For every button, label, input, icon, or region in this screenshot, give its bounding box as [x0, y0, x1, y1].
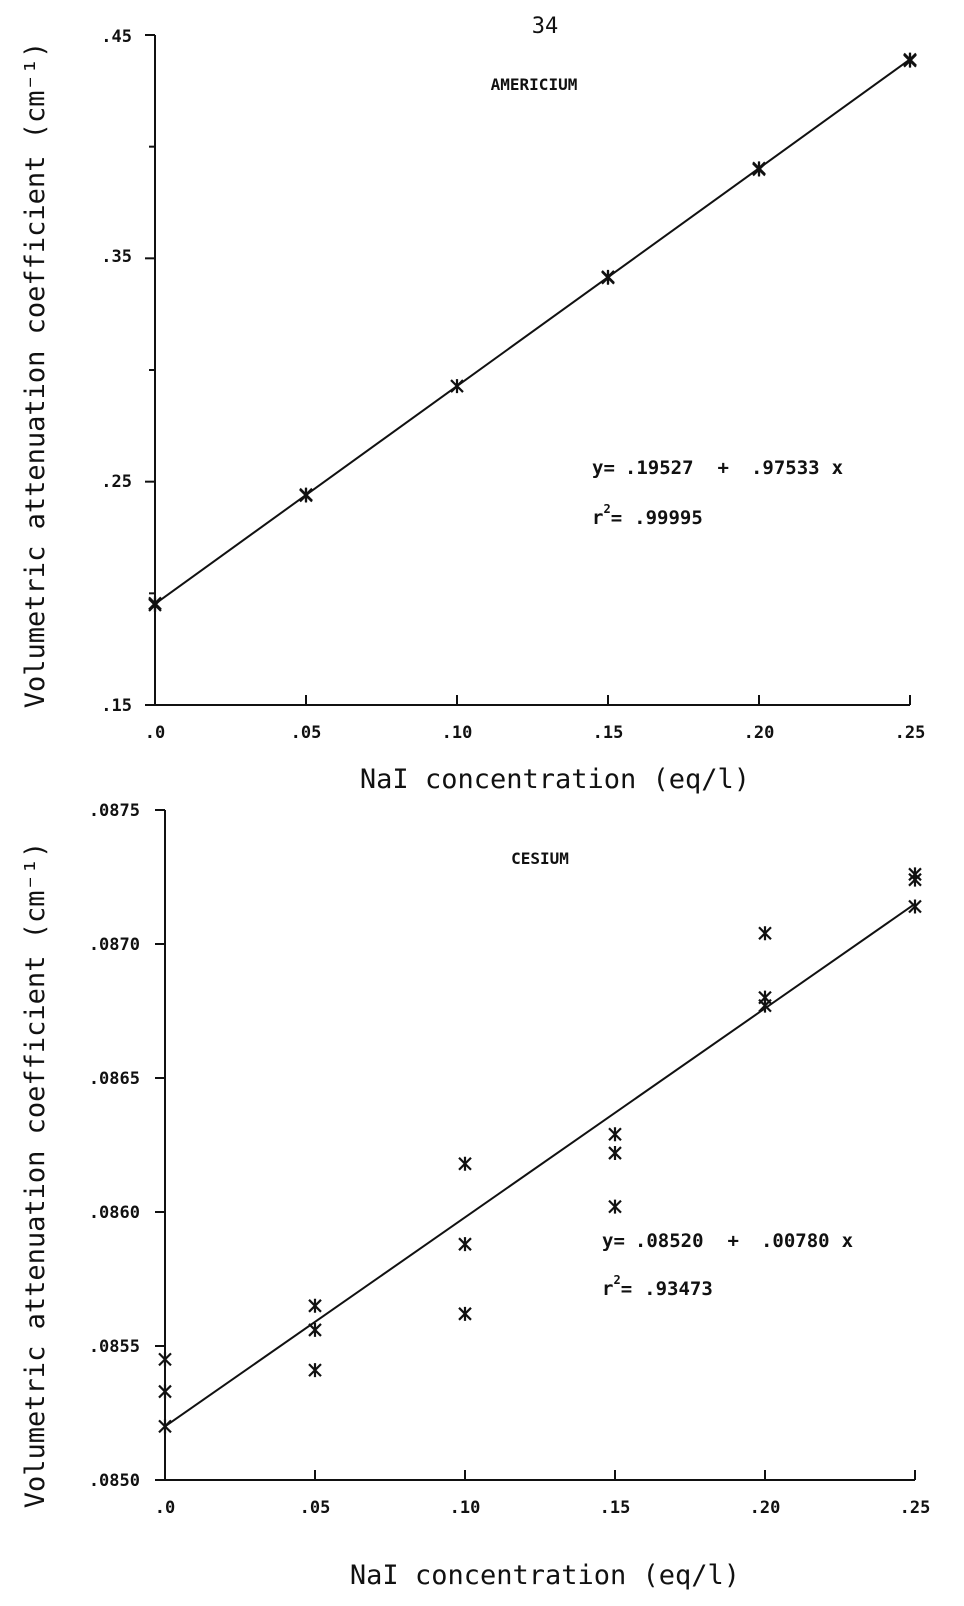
regression-line	[154, 58, 911, 605]
data-point	[458, 1306, 472, 1321]
y-tick-label: .0860	[89, 1203, 140, 1223]
r-value: .93473	[644, 1278, 713, 1300]
y-tick-label: .0870	[89, 935, 140, 955]
r-exponent: 2	[603, 502, 610, 516]
axis-ticks	[155, 809, 916, 1481]
x-tick-label: .05	[291, 723, 322, 743]
x-tick-label: .10	[442, 723, 473, 743]
x-tick-label: .05	[300, 1498, 331, 1518]
data-point	[148, 597, 162, 612]
equation-intercept: .08520	[635, 1230, 704, 1252]
data-point	[601, 270, 615, 285]
y-tick-label: .0865	[89, 1069, 140, 1089]
data-points	[158, 867, 922, 1434]
x-tick-label: .15	[593, 723, 624, 743]
data-point	[308, 1298, 322, 1313]
r-value: .99995	[634, 507, 703, 529]
equation-plus: +	[718, 457, 729, 479]
equation-intercept: .19527	[625, 457, 694, 479]
x-axis-title-top: NaI concentration (eq/l)	[360, 764, 750, 795]
data-point	[758, 926, 772, 941]
equation-lhs: y=	[592, 457, 615, 479]
y-tick-label: .25	[101, 472, 132, 492]
x-tick-labels: .0 .05 .10 .15 .20 .25	[145, 723, 926, 743]
regression-line	[164, 902, 916, 1428]
cesium-chart: .0850 .0855 .0860 .0865 .0870 .0875 .0 .…	[89, 801, 931, 1518]
y-tick-label: .35	[101, 247, 132, 267]
r-squared-line: r2= .93473	[602, 1273, 713, 1300]
data-point	[158, 1384, 172, 1399]
x-tick-label: .0	[155, 1498, 175, 1518]
data-point	[308, 1322, 322, 1337]
data-point	[458, 1237, 472, 1252]
x-tick-label: .25	[900, 1498, 931, 1518]
y-axis-title-bottom: Volumetric attenuation coefficient (cm⁻¹…	[20, 842, 51, 1508]
chart-title: CESIUM	[511, 849, 569, 868]
equation-line: y= .08520 + .00780 x	[602, 1230, 853, 1252]
r-symbol: r	[592, 507, 603, 529]
y-tick-label: .15	[101, 696, 132, 716]
data-point	[908, 899, 922, 914]
data-points	[148, 52, 917, 612]
axis-ticks	[145, 34, 911, 706]
data-point	[458, 1156, 472, 1171]
equation-lhs: y=	[602, 1230, 625, 1252]
data-point	[608, 1127, 622, 1142]
data-point	[158, 1419, 172, 1434]
fit-line	[154, 58, 911, 605]
x-tick-label: .20	[744, 723, 775, 743]
x-axis-title-bottom: NaI concentration (eq/l)	[350, 1560, 740, 1591]
x-tick-labels: .0 .05 .10 .15 .20 .25	[155, 1498, 931, 1518]
y-tick-label: .0850	[89, 1471, 140, 1491]
x-tick-label: .20	[750, 1498, 781, 1518]
r-symbol: r	[602, 1278, 613, 1300]
y-tick-labels: .0850 .0855 .0860 .0865 .0870 .0875	[89, 801, 140, 1491]
y-axis-title-top: Volumetric attenuation coefficient (cm⁻¹…	[20, 42, 51, 708]
data-point	[299, 487, 313, 502]
x-tick-label: .25	[895, 723, 926, 743]
r-equals: =	[621, 1278, 632, 1300]
equation-x: x	[842, 1230, 853, 1252]
x-tick-label: .0	[145, 723, 165, 743]
equation-slope: .97533	[751, 457, 820, 479]
equation-line: y= .19527 + .97533 x	[592, 457, 843, 479]
data-point	[308, 1363, 322, 1378]
equation-plus: +	[728, 1230, 739, 1252]
data-point	[752, 162, 766, 177]
regression-equation: y= .19527 + .97533 x r2= .99995	[592, 457, 843, 529]
r-equals: =	[611, 507, 622, 529]
data-point	[450, 379, 464, 394]
y-tick-label: .45	[101, 27, 132, 47]
x-tick-label: .15	[600, 1498, 631, 1518]
data-point	[903, 53, 917, 68]
y-tick-label: .0875	[89, 801, 140, 821]
y-tick-labels: .15 .25 .35 .45	[101, 27, 132, 716]
americium-chart: .15 .25 .35 .45 .0 .05 .10 .15 .20 .25 A…	[101, 27, 925, 743]
y-tick-label: .0855	[89, 1337, 140, 1357]
x-tick-label: .10	[450, 1498, 481, 1518]
data-point	[908, 872, 922, 887]
r-squared-line: r2= .99995	[592, 502, 703, 529]
equation-x: x	[832, 457, 843, 479]
data-point	[608, 1199, 622, 1214]
page-number: 34	[531, 14, 559, 39]
regression-equation: y= .08520 + .00780 x r2= .93473	[602, 1230, 853, 1300]
data-point	[158, 1352, 172, 1367]
equation-slope: .00780	[761, 1230, 830, 1252]
fit-line	[164, 902, 916, 1428]
data-point	[608, 1146, 622, 1161]
data-point	[758, 998, 772, 1013]
chart-title: AMERICIUM	[491, 75, 578, 94]
r-exponent: 2	[613, 1273, 620, 1287]
